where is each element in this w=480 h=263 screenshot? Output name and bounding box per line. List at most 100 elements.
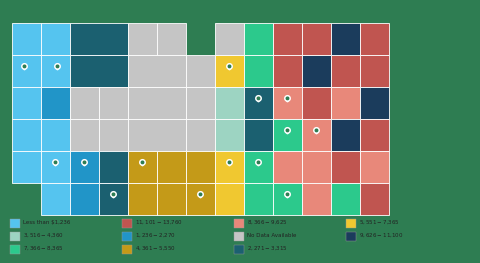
Circle shape bbox=[314, 128, 319, 133]
Bar bbox=[216, 119, 243, 151]
Bar bbox=[216, 183, 243, 215]
Bar bbox=[216, 151, 243, 183]
Bar bbox=[216, 87, 243, 119]
Circle shape bbox=[23, 65, 26, 68]
Bar bbox=[122, 219, 132, 228]
Bar bbox=[129, 119, 186, 151]
Polygon shape bbox=[111, 195, 116, 198]
Polygon shape bbox=[227, 67, 232, 70]
Circle shape bbox=[56, 65, 59, 68]
Circle shape bbox=[22, 64, 27, 69]
Bar bbox=[244, 151, 273, 183]
Bar bbox=[99, 183, 128, 215]
Bar bbox=[12, 151, 41, 183]
Bar bbox=[186, 87, 215, 119]
Circle shape bbox=[53, 160, 58, 165]
Bar bbox=[274, 183, 301, 215]
Circle shape bbox=[257, 161, 260, 164]
Circle shape bbox=[199, 193, 202, 196]
Bar bbox=[302, 151, 331, 183]
Bar bbox=[302, 119, 331, 151]
Bar bbox=[71, 119, 98, 151]
Bar bbox=[12, 119, 41, 151]
Text: $5,551 - $7,365: $5,551 - $7,365 bbox=[359, 219, 400, 226]
Bar bbox=[331, 119, 360, 151]
Polygon shape bbox=[22, 67, 27, 70]
Text: $11,101 - $13,760: $11,101 - $13,760 bbox=[135, 219, 183, 226]
Text: Less than $1,236: Less than $1,236 bbox=[23, 220, 71, 225]
Bar bbox=[129, 87, 186, 119]
Bar bbox=[244, 183, 273, 215]
Bar bbox=[186, 55, 215, 87]
Text: $7,366 - $8,365: $7,366 - $8,365 bbox=[23, 245, 64, 252]
Circle shape bbox=[198, 192, 203, 197]
Bar bbox=[302, 23, 331, 55]
Text: $1,236 - $2,270: $1,236 - $2,270 bbox=[135, 232, 176, 239]
Bar bbox=[360, 55, 389, 87]
Circle shape bbox=[227, 64, 232, 69]
Circle shape bbox=[54, 161, 57, 164]
Circle shape bbox=[141, 161, 144, 164]
Bar bbox=[41, 183, 70, 215]
Polygon shape bbox=[285, 99, 290, 102]
Bar bbox=[346, 232, 356, 241]
Bar bbox=[10, 232, 20, 241]
Bar bbox=[331, 87, 360, 119]
Bar bbox=[186, 119, 215, 151]
Polygon shape bbox=[256, 163, 261, 166]
Bar bbox=[71, 87, 98, 119]
Bar bbox=[99, 87, 128, 119]
Bar bbox=[244, 87, 273, 119]
Bar bbox=[129, 151, 156, 183]
Bar bbox=[157, 151, 186, 183]
Bar bbox=[331, 151, 360, 183]
Bar bbox=[71, 23, 128, 55]
Circle shape bbox=[285, 128, 290, 133]
Circle shape bbox=[112, 193, 115, 196]
Bar bbox=[360, 151, 389, 183]
Bar bbox=[360, 183, 389, 215]
Polygon shape bbox=[53, 163, 58, 166]
Bar bbox=[12, 23, 41, 55]
Polygon shape bbox=[55, 67, 60, 70]
Circle shape bbox=[228, 65, 231, 68]
Circle shape bbox=[285, 96, 290, 101]
Polygon shape bbox=[256, 99, 261, 102]
Bar bbox=[274, 119, 301, 151]
Bar bbox=[274, 55, 301, 87]
Circle shape bbox=[286, 97, 289, 100]
Text: $9,626 - $11,100: $9,626 - $11,100 bbox=[359, 232, 404, 239]
Circle shape bbox=[111, 192, 116, 197]
Bar bbox=[71, 183, 98, 215]
Bar bbox=[302, 55, 331, 87]
Bar bbox=[186, 183, 215, 215]
Polygon shape bbox=[314, 131, 319, 134]
Bar bbox=[244, 23, 273, 55]
Polygon shape bbox=[285, 195, 290, 198]
Bar bbox=[41, 87, 70, 119]
Bar bbox=[360, 23, 389, 55]
Bar bbox=[157, 23, 186, 55]
Bar bbox=[216, 55, 243, 87]
Circle shape bbox=[228, 161, 231, 164]
Bar bbox=[216, 23, 243, 55]
Polygon shape bbox=[198, 195, 203, 198]
Bar bbox=[129, 55, 186, 87]
Bar bbox=[41, 119, 70, 151]
Bar bbox=[331, 23, 360, 55]
Bar bbox=[41, 151, 70, 183]
Bar bbox=[71, 55, 128, 87]
Bar bbox=[302, 87, 331, 119]
Text: $8,366 - $9,625: $8,366 - $9,625 bbox=[247, 219, 288, 226]
Bar bbox=[186, 151, 215, 183]
Bar bbox=[99, 151, 128, 183]
Bar bbox=[274, 151, 301, 183]
Bar bbox=[122, 245, 132, 254]
Bar bbox=[360, 119, 389, 151]
Bar bbox=[71, 151, 98, 183]
Bar bbox=[129, 183, 156, 215]
Circle shape bbox=[227, 160, 232, 165]
Polygon shape bbox=[227, 163, 232, 166]
Bar bbox=[274, 23, 301, 55]
Polygon shape bbox=[285, 131, 290, 134]
